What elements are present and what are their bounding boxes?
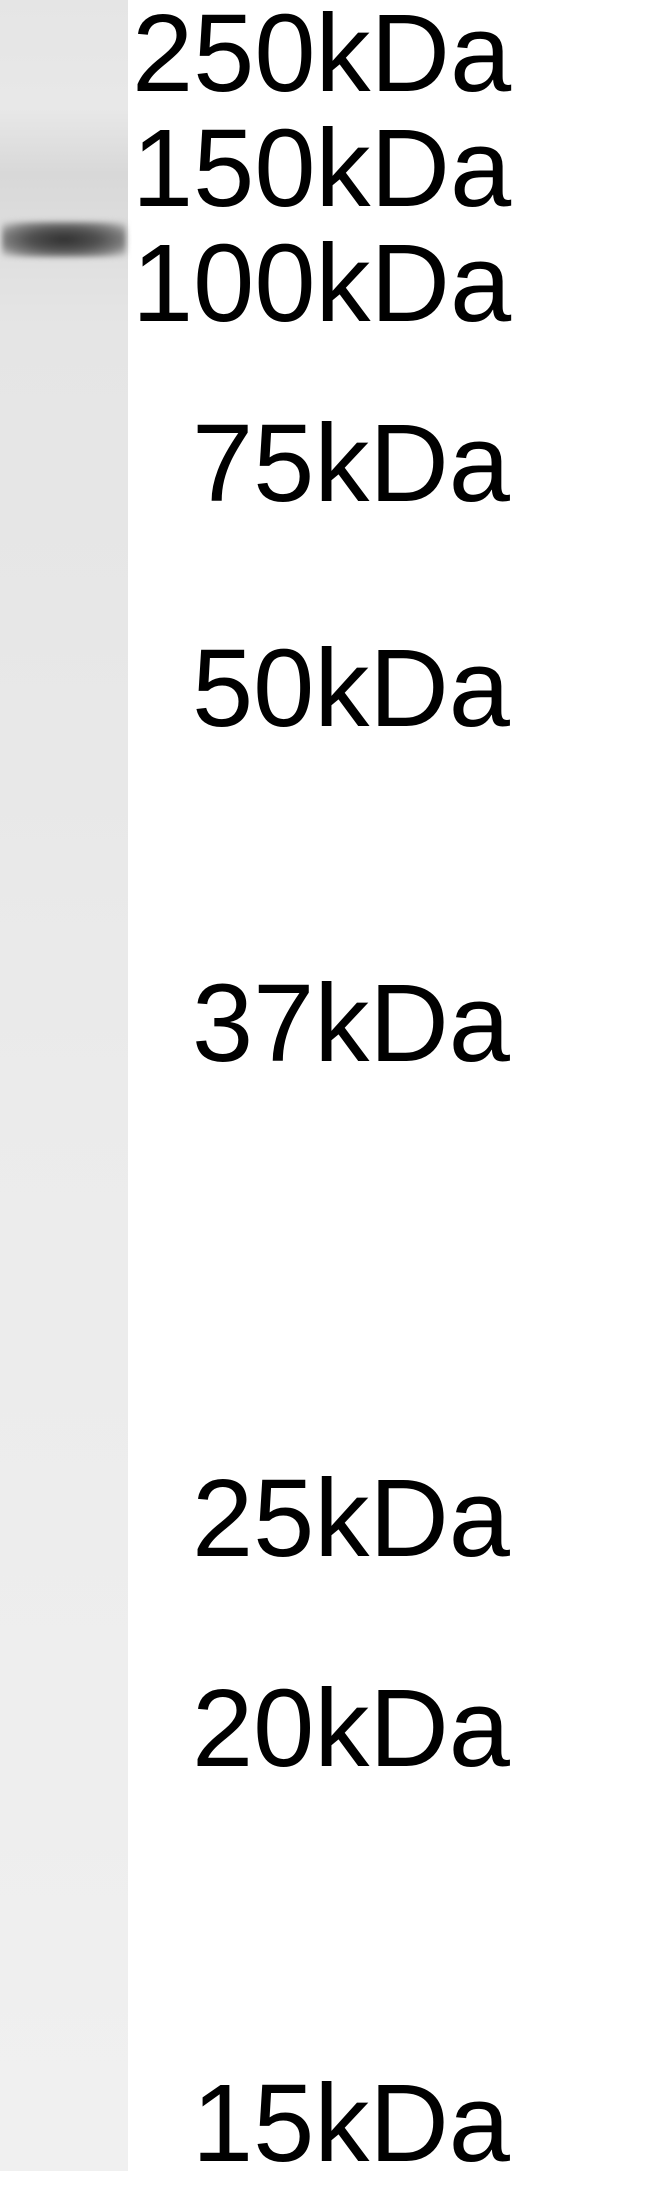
mw-label-15: 15kDa xyxy=(192,2060,510,2187)
mw-label-37: 37kDa xyxy=(192,960,510,1087)
mw-label-250: 250kDa xyxy=(132,0,511,117)
western-blot-lane xyxy=(0,0,128,2171)
mw-label-75: 75kDa xyxy=(192,400,510,527)
mw-label-150: 150kDa xyxy=(132,105,511,232)
protein-band-100kda xyxy=(2,222,126,257)
mw-label-50: 50kDa xyxy=(192,625,510,752)
mw-label-100: 100kDa xyxy=(132,220,511,347)
mw-label-20: 20kDa xyxy=(192,1665,510,1792)
mw-label-25: 25kDa xyxy=(192,1455,510,1582)
molecular-weight-ladder: 250kDa 150kDa 100kDa 75kDa 50kDa 37kDa 2… xyxy=(132,0,650,2171)
